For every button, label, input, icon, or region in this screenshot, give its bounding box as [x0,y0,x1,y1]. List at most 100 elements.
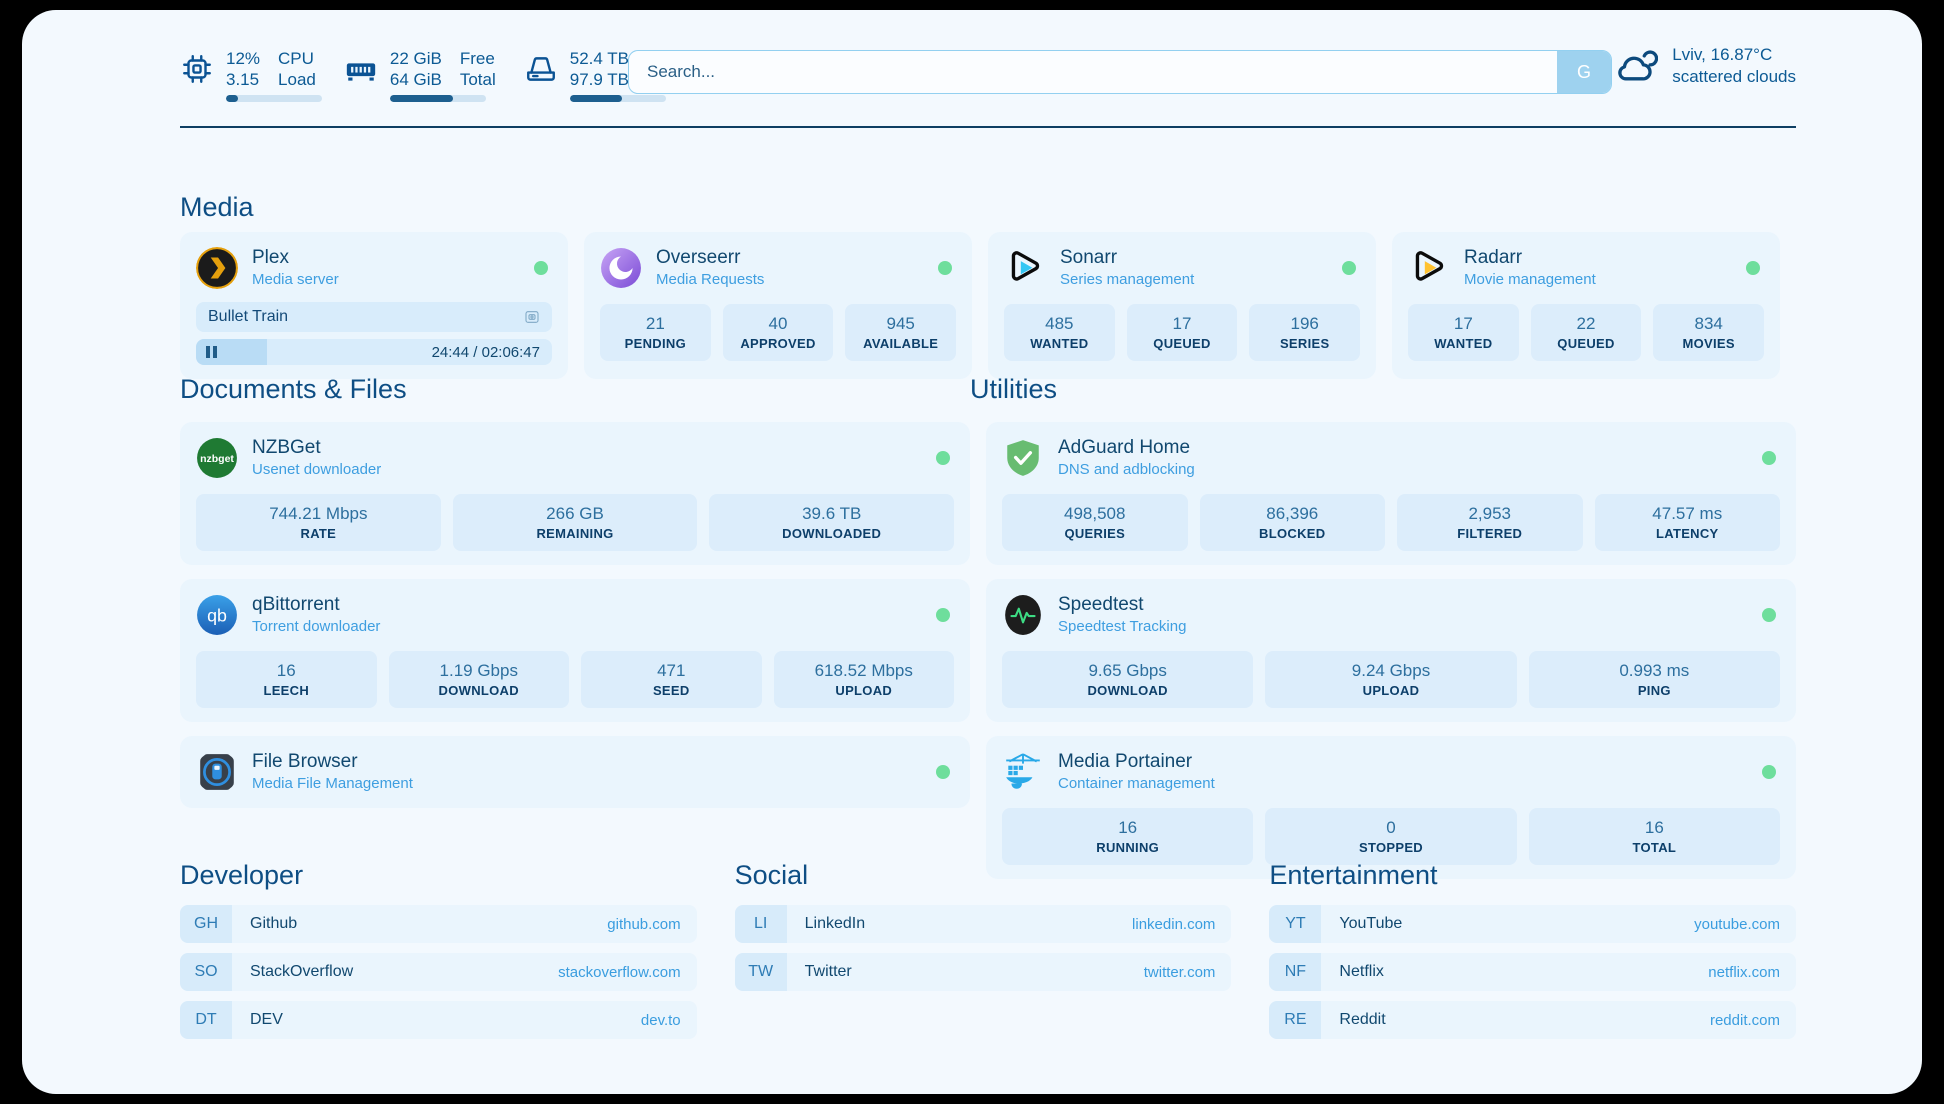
stat-tile[interactable]: 945 AVAILABLE [845,304,957,361]
service-card-speedtest[interactable]: Speedtest Speedtest Tracking 9.65 Gbps D… [986,579,1796,722]
search-provider-button[interactable]: G [1557,51,1611,93]
stat-tile[interactable]: 17 WANTED [1408,304,1519,361]
resource-value-secondary: 97.9 TB [569,70,629,89]
section-title-utilities: Utilities [970,374,1058,404]
bookmark-link[interactable]: LI LinkedIn linkedin.com [734,905,1232,943]
resource-value-primary: 52.4 TB [569,49,629,68]
bookmark-link[interactable]: SO StackOverflow stackoverflow.com [180,953,697,991]
weather-widget: Lviv, 16.87°C scattered clouds [1614,44,1796,88]
resource-label-primary: CPU [278,49,314,68]
service-name: qBittorrent [252,594,340,615]
service-subtitle: Media server [252,271,339,288]
stat-tile[interactable]: 618.52 Mbps UPLOAD [773,651,954,708]
service-stats: 498,508 QUERIES 86,396 BLOCKED 2,953 FIL… [1002,494,1780,551]
resource-progress-track [569,95,666,102]
utilities-column: AdGuard Home DNS and adblocking 498,508 … [986,422,1796,893]
bookmark-link[interactable]: NF Netflix netflix.com [1269,953,1796,991]
stat-tile[interactable]: 17 QUEUED [1126,304,1238,361]
service-card-adguard-home[interactable]: AdGuard Home DNS and adblocking 498,508 … [986,422,1796,565]
stat-value: 2,953 [1468,504,1512,523]
playback-time: 24:44 / 02:06:47 [431,343,540,361]
stat-value: 0 [1386,818,1396,837]
stat-tile[interactable]: 40 APPROVED [722,304,834,361]
stat-tile[interactable]: 0.993 ms PING [1528,651,1780,708]
stat-label: DOWNLOADED [782,526,882,541]
stat-tile[interactable]: 22 QUEUED [1530,304,1642,361]
stat-value: 485 [1045,314,1074,333]
resource-value-secondary: 3.15 [226,70,260,89]
service-card-overseerr[interactable]: Overseerr Media Requests 21 PENDING 40 A… [584,232,972,379]
stat-tile[interactable]: 2,953 FILTERED [1397,494,1583,551]
bookmark-link[interactable]: TW Twitter twitter.com [734,953,1232,991]
bookmark-group-title: Social [734,860,809,890]
service-card-file-browser[interactable]: File Browser Media File Management [180,736,970,808]
service-stats: 485 WANTED 17 QUEUED 196 SERIES [1004,304,1361,361]
status-badge [936,451,950,465]
service-card-qbittorrent[interactable]: qb qBittorrent Torrent downloader 16 LEE… [180,579,970,722]
disk-icon [524,52,558,86]
stat-tile[interactable]: 0 STOPPED [1265,808,1517,865]
resource-label-primary: Free [459,49,495,68]
stat-label: APPROVED [740,336,816,351]
now-playing-row[interactable]: Bullet Train [196,302,552,332]
bookmark-url: youtube.com [1694,915,1780,933]
resource-progress-track [226,95,322,102]
qbittorrent-icon: qb [196,594,238,636]
status-badge [938,261,952,275]
stat-tile[interactable]: 9.65 Gbps DOWNLOAD [1002,651,1254,708]
bookmark-group-title: Entertainment [1269,860,1438,890]
adguard-icon [1002,437,1044,479]
stat-tile[interactable]: 86,396 BLOCKED [1199,494,1385,551]
cast-icon[interactable] [524,309,540,325]
service-card-media-portainer[interactable]: Media Portainer Container management 16 … [986,736,1796,879]
stat-tile[interactable]: 498,508 QUERIES [1002,494,1188,551]
bookmark-abbr: LI [734,905,787,943]
bookmark-abbr: DT [180,1001,232,1039]
service-card-radarr[interactable]: Radarr Movie management 17 WANTED 22 QUE… [1392,232,1780,379]
service-stats: 9.65 Gbps DOWNLOAD 9.24 Gbps UPLOAD 0.99… [1002,651,1780,708]
nzbget-icon: nzbget [196,437,238,479]
stat-tile[interactable]: 39.6 TB DOWNLOADED [709,494,955,551]
search-bar[interactable]: G [628,50,1612,94]
bookmark-link[interactable]: DT DEV dev.to [180,1001,697,1039]
bookmark-link[interactable]: GH Github github.com [180,905,697,943]
service-card-header: Sonarr Series management [1004,246,1360,290]
stat-tile[interactable]: 1.19 Gbps DOWNLOAD [388,651,569,708]
bookmark-link[interactable]: YT YouTube youtube.com [1269,905,1796,943]
stat-tile[interactable]: 21 PENDING [600,304,711,361]
playback-progress[interactable]: 24:44 / 02:06:47 [196,339,552,365]
status-badge [936,765,950,779]
bookmark-abbr: TW [734,953,787,991]
plex-icon [196,247,238,289]
search-input[interactable] [629,51,1557,93]
section-title-media: Media [180,192,254,222]
service-card-nzbget[interactable]: nzbget NZBGet Usenet downloader 744.21 M… [180,422,970,565]
stat-tile[interactable]: 16 RUNNING [1002,808,1254,865]
stat-tile[interactable]: 485 WANTED [1004,304,1115,361]
stat-tile[interactable]: 834 MOVIES [1653,304,1765,361]
bookmark-name: Reddit [1339,1011,1386,1028]
resource-widgets: 12% 3.15 CPU Load 22 GiB 64 GiB Free Tot… [180,48,683,102]
stat-tile[interactable]: 744.21 Mbps RATE [196,494,441,551]
resource-label-secondary: Load [278,70,316,89]
stat-tile[interactable]: 9.24 Gbps UPLOAD [1265,651,1517,708]
stat-tile[interactable]: 196 SERIES [1249,304,1361,361]
service-name: Plex [252,247,289,268]
stat-tile[interactable]: 16 LEECH [196,651,377,708]
service-card-sonarr[interactable]: Sonarr Series management 485 WANTED 17 Q… [988,232,1376,379]
pause-icon[interactable] [206,346,217,358]
stat-value: 0.993 ms [1619,661,1690,680]
bookmark-link[interactable]: RE Reddit reddit.com [1269,1001,1796,1039]
service-card-plex[interactable]: Plex Media server Bullet Train 24:44 / 0… [180,232,568,379]
stat-tile[interactable]: 471 SEED [581,651,762,708]
stat-tile[interactable]: 16 TOTAL [1528,808,1780,865]
resource-widget-memory: 22 GiB 64 GiB Free Total [344,48,496,102]
stat-tile[interactable]: 266 GB REMAINING [452,494,698,551]
stat-tile[interactable]: 47.57 ms LATENCY [1594,494,1780,551]
service-stats: 16 LEECH 1.19 Gbps DOWNLOAD 471 SEED 618… [196,651,954,708]
stat-value: 945 [886,314,915,333]
stat-value: 16 [1118,818,1138,837]
documents-column: nzbget NZBGet Usenet downloader 744.21 M… [180,422,970,893]
bookmark-url: stackoverflow.com [558,963,681,981]
stat-label: QUEUED [1153,336,1211,351]
